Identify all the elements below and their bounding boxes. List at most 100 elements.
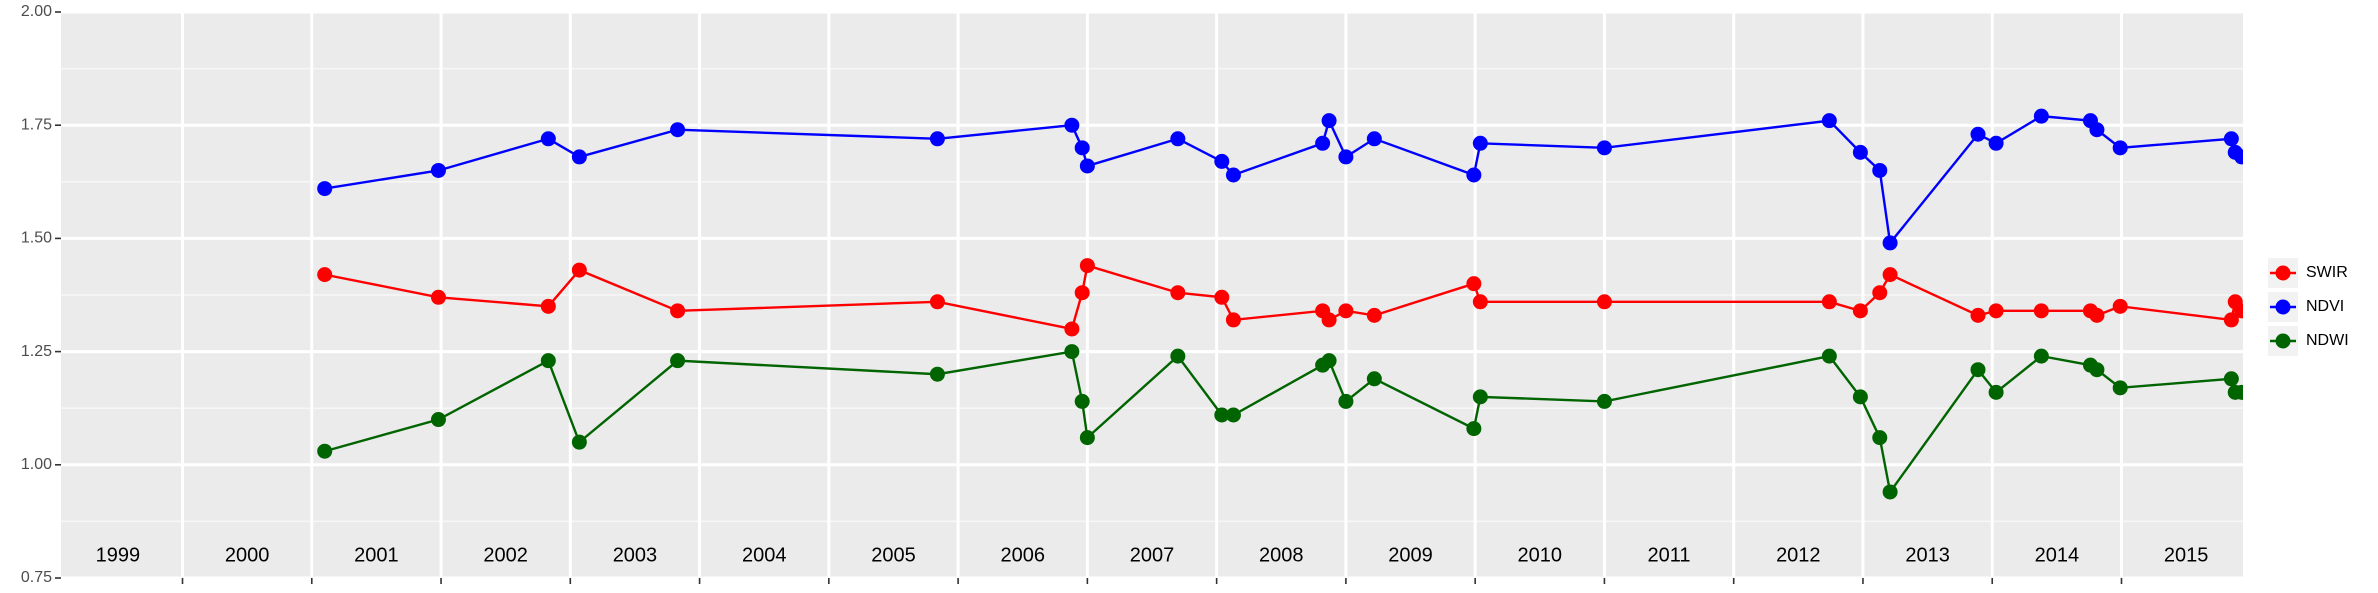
- year-label: 2003: [613, 544, 658, 566]
- point: [1366, 307, 1382, 323]
- point: [1074, 285, 1090, 301]
- year-label: 1999: [96, 544, 141, 566]
- legend-point: [2275, 265, 2291, 281]
- point: [1321, 353, 1337, 369]
- point: [2223, 371, 2239, 387]
- year-label: 2009: [1388, 544, 1433, 566]
- point: [2112, 140, 2128, 156]
- y-tick-label: 1.25: [21, 343, 52, 360]
- point: [540, 353, 556, 369]
- point: [317, 267, 333, 283]
- point: [2112, 380, 2128, 396]
- point: [1225, 312, 1241, 328]
- point: [1064, 344, 1080, 360]
- point: [317, 181, 333, 197]
- series-line: [324, 264, 2243, 331]
- series-line: [324, 114, 2243, 246]
- point: [1079, 258, 1095, 274]
- point: [1852, 144, 1868, 160]
- point: [1064, 321, 1080, 337]
- year-label: 2005: [871, 544, 916, 566]
- point: [571, 262, 587, 278]
- point: [2033, 303, 2049, 319]
- series-line: [324, 350, 2242, 495]
- point: [2089, 307, 2105, 323]
- point: [1882, 484, 1898, 500]
- year-label: 2010: [1518, 544, 1563, 566]
- year-label: 2014: [2035, 544, 2080, 566]
- point: [1466, 276, 1482, 292]
- axes: 0.75 1.00 1.25 1.50 1.75 2.00: [21, 3, 2123, 586]
- point: [1852, 303, 1868, 319]
- point: [1466, 167, 1482, 183]
- point: [430, 162, 446, 178]
- point: [1970, 307, 1986, 323]
- point: [1321, 113, 1337, 129]
- point: [1872, 162, 1888, 178]
- point: [1079, 430, 1095, 446]
- point: [2223, 312, 2239, 328]
- grid: [61, 10, 2243, 580]
- year-label: 2011: [1648, 544, 1691, 566]
- point: [1225, 407, 1241, 423]
- point: [1170, 131, 1186, 147]
- point: [2089, 122, 2105, 138]
- point: [1472, 389, 1488, 405]
- plot-area: [317, 108, 2243, 500]
- point: [540, 298, 556, 314]
- point: [430, 412, 446, 428]
- point: [1214, 289, 1230, 305]
- point: [2234, 149, 2243, 165]
- year-label: 2012: [1776, 544, 1821, 566]
- year-labels: 1999 2000 2001 2002 2003 2004 2005 2006 2007 2008…: [96, 544, 2209, 566]
- point: [2089, 362, 2105, 378]
- point: [670, 353, 686, 369]
- point: [1872, 430, 1888, 446]
- legend-point: [2275, 333, 2291, 349]
- point: [1214, 407, 1230, 423]
- legend-point: [2275, 299, 2291, 315]
- point: [540, 131, 556, 147]
- year-label: 2004: [742, 544, 787, 566]
- y-tick-label: 2.00: [21, 3, 52, 20]
- point: [1338, 303, 1354, 319]
- year-label: 2015: [2164, 544, 2209, 566]
- point: [1821, 294, 1837, 310]
- point: [1466, 421, 1482, 437]
- point: [1214, 153, 1230, 169]
- point: [929, 366, 945, 382]
- point: [1338, 149, 1354, 165]
- point: [571, 149, 587, 165]
- point: [2234, 384, 2243, 400]
- point: [929, 294, 945, 310]
- point: [1170, 348, 1186, 364]
- year-label: 2001: [354, 544, 399, 566]
- point: [1852, 389, 1868, 405]
- year-label: 2007: [1130, 544, 1175, 566]
- point: [1988, 384, 2004, 400]
- year-label: 2000: [225, 544, 270, 566]
- y-tick-label: 0.75: [21, 569, 52, 586]
- point: [2112, 298, 2128, 314]
- point: [2033, 348, 2049, 364]
- point: [317, 443, 333, 459]
- point: [1472, 294, 1488, 310]
- point: [1596, 393, 1612, 409]
- point: [1074, 393, 1090, 409]
- point: [1821, 348, 1837, 364]
- point: [571, 434, 587, 450]
- point: [1079, 158, 1095, 174]
- point: [1872, 285, 1888, 301]
- legend-label: NDVI: [2306, 298, 2344, 315]
- point: [1321, 312, 1337, 328]
- point: [1366, 131, 1382, 147]
- point: [1225, 167, 1241, 183]
- point: [1596, 140, 1612, 156]
- point: [929, 131, 945, 147]
- point: [1472, 135, 1488, 151]
- y-tick-label: 1.75: [21, 116, 52, 133]
- point: [1074, 140, 1090, 156]
- point: [2033, 108, 2049, 124]
- year-label: 2006: [1000, 544, 1045, 566]
